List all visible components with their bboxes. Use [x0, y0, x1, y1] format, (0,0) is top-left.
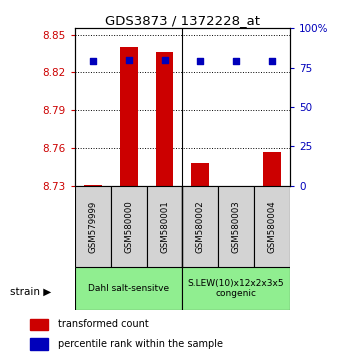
- Bar: [254, 186, 290, 267]
- Bar: [191, 163, 209, 186]
- Point: [162, 57, 167, 63]
- Bar: [30, 338, 48, 349]
- Text: strain ▶: strain ▶: [10, 287, 51, 297]
- Bar: [84, 184, 102, 186]
- Bar: [120, 47, 138, 186]
- Bar: [182, 267, 290, 310]
- Text: GSM580001: GSM580001: [160, 200, 169, 253]
- Text: GSM580004: GSM580004: [267, 200, 277, 253]
- Bar: [75, 186, 111, 267]
- Point: [126, 57, 131, 63]
- Bar: [218, 186, 254, 267]
- Bar: [30, 319, 48, 330]
- Bar: [75, 267, 182, 310]
- Text: GSM580003: GSM580003: [232, 200, 241, 253]
- Point: [233, 58, 239, 64]
- Bar: [155, 52, 174, 186]
- Bar: [111, 186, 147, 267]
- Bar: [263, 152, 281, 186]
- Text: S.LEW(10)x12x2x3x5
congenic: S.LEW(10)x12x2x3x5 congenic: [188, 279, 284, 298]
- Text: percentile rank within the sample: percentile rank within the sample: [58, 339, 223, 349]
- Text: GSM579999: GSM579999: [88, 200, 98, 253]
- Text: GSM580000: GSM580000: [124, 200, 133, 253]
- Point: [197, 58, 203, 64]
- Text: GSM580002: GSM580002: [196, 200, 205, 253]
- Text: transformed count: transformed count: [58, 319, 149, 329]
- Point: [269, 58, 275, 64]
- Bar: [147, 186, 182, 267]
- Point: [90, 58, 95, 64]
- Bar: [182, 186, 218, 267]
- Text: Dahl salt-sensitve: Dahl salt-sensitve: [88, 284, 169, 293]
- Title: GDS3873 / 1372228_at: GDS3873 / 1372228_at: [105, 14, 260, 27]
